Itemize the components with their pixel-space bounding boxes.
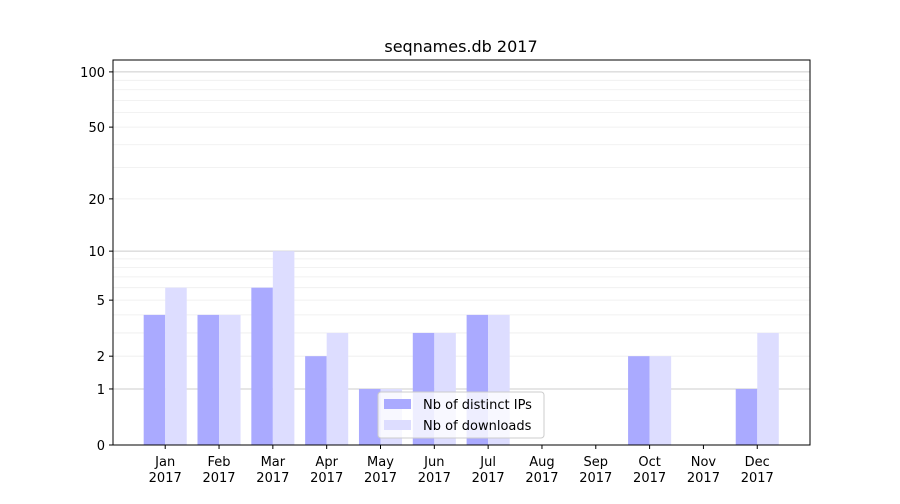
x-tick-label: Jun 2017 [418,455,451,486]
bar-nb-of-downloads [272,251,295,445]
x-tick-label: Dec 2017 [741,455,774,486]
x-tick-label: Nov 2017 [687,455,720,486]
x-tick-label: Mar 2017 [256,455,289,486]
x-tick-label: May 2017 [364,455,397,486]
bar-nb-of-distinct-ips [251,287,273,445]
x-tick-label: Sep 2017 [579,455,612,486]
bar-nb-of-downloads [649,356,672,445]
bar-nb-of-distinct-ips [735,388,758,445]
x-tick-label: Feb 2017 [202,455,235,486]
bar-nb-of-distinct-ips [358,388,381,445]
x-tick-label: Jan 2017 [149,455,182,486]
x-tick-label: Oct 2017 [633,455,666,486]
y-tick-label: 1 [97,383,105,398]
legend-label: Nb of distinct IPs [423,398,532,413]
bar-nb-of-distinct-ips [628,356,650,445]
y-tick-label: 10 [88,245,105,260]
legend-swatch [384,399,411,409]
bar-nb-of-distinct-ips [305,356,327,445]
y-tick-label: 2 [97,350,105,365]
plot-frame [112,59,811,446]
bar-nb-of-downloads [326,332,349,445]
legend-box [377,391,545,439]
bar-nb-of-downloads [219,314,241,445]
bar-nb-of-downloads [165,287,187,445]
legend-label: Nb of downloads [423,419,532,434]
x-tick-label: Aug 2017 [525,455,558,486]
bar-nb-of-distinct-ips [143,314,166,445]
y-tick-label: 50 [88,121,105,136]
bar-nb-of-downloads [757,332,779,445]
y-tick-label: 0 [97,439,105,454]
chart-title: seqnames.db 2017 [384,37,537,56]
bar-nb-of-distinct-ips [197,314,220,445]
y-tick-label: 100 [80,66,105,81]
x-tick-label: Apr 2017 [310,455,343,486]
y-tick-label: 5 [97,294,105,309]
x-tick-label: Jul 2017 [472,455,505,486]
y-tick-label: 20 [88,193,105,208]
legend-swatch [384,420,411,430]
